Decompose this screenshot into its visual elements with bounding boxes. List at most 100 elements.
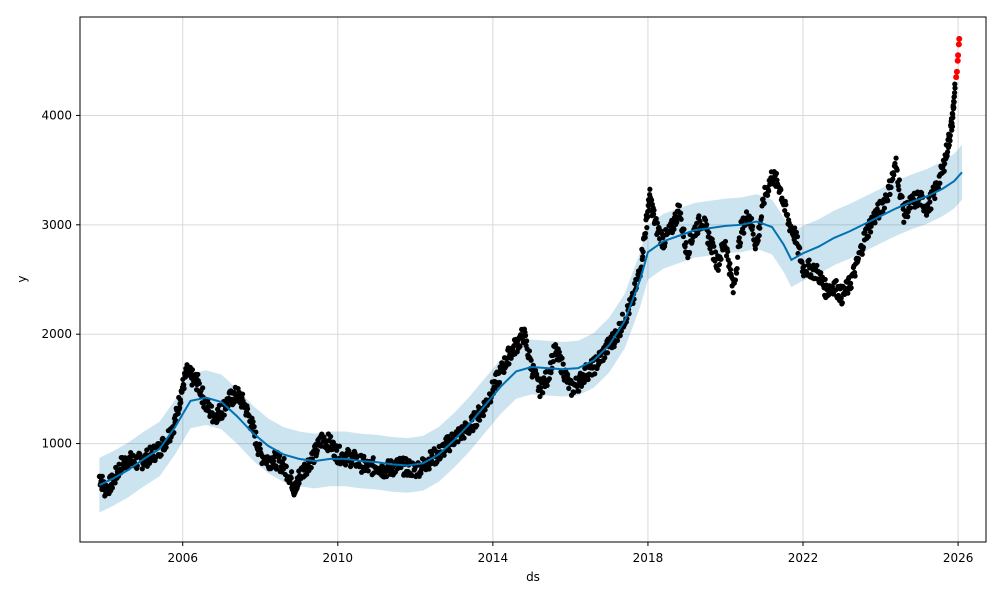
- observed-point: [806, 257, 812, 263]
- observed-point: [774, 177, 780, 183]
- observed-point: [950, 115, 956, 121]
- observed-point: [848, 285, 854, 291]
- observed-point: [748, 215, 755, 222]
- observed-point: [508, 355, 514, 361]
- observed-point: [944, 149, 951, 155]
- observed-point: [660, 235, 666, 241]
- observed-point: [581, 379, 587, 386]
- observed-point: [283, 463, 289, 470]
- observed-point: [952, 85, 958, 91]
- observed-point: [112, 480, 118, 486]
- observed-point: [644, 225, 650, 231]
- observed-point: [619, 311, 626, 317]
- observed-point: [682, 244, 688, 250]
- observed-point: [860, 244, 866, 250]
- observed-point: [321, 434, 327, 440]
- observed-point: [801, 263, 807, 269]
- observed-point: [734, 265, 740, 272]
- observed-point: [797, 245, 803, 251]
- observed-point: [872, 220, 878, 226]
- observed-point: [901, 219, 907, 225]
- observed-point: [296, 480, 302, 486]
- x-tick-label: 2006: [167, 551, 198, 565]
- observed-point: [548, 370, 554, 376]
- observed-point: [674, 219, 680, 225]
- observed-point: [737, 240, 744, 246]
- observed-point: [560, 361, 566, 367]
- observed-point: [176, 405, 183, 411]
- observed-point: [773, 170, 780, 177]
- observed-point: [718, 256, 724, 262]
- observed-point: [648, 197, 655, 203]
- observed-point: [761, 200, 767, 207]
- observed-point: [617, 332, 623, 339]
- observed-point: [838, 295, 844, 301]
- observed-point: [602, 355, 608, 361]
- observed-points: [96, 81, 958, 499]
- observed-point: [778, 187, 784, 193]
- observed-point: [696, 213, 702, 219]
- observed-point: [706, 229, 712, 236]
- observed-point: [470, 428, 476, 434]
- observed-point: [426, 466, 432, 472]
- observed-point: [723, 253, 730, 259]
- x-tick-label: 2018: [633, 551, 664, 565]
- observed-point: [757, 225, 763, 231]
- observed-point: [195, 371, 201, 378]
- observed-point: [951, 99, 957, 105]
- observed-point: [722, 238, 729, 245]
- observed-point: [704, 221, 710, 228]
- observed-point: [727, 266, 734, 273]
- observed-point: [314, 448, 320, 454]
- observed-point: [756, 232, 762, 239]
- observed-point: [528, 357, 534, 363]
- observed-point: [496, 379, 503, 386]
- observed-point: [116, 461, 122, 467]
- observed-point: [890, 176, 896, 182]
- observed-point: [859, 251, 865, 257]
- observed-point: [365, 468, 371, 474]
- observed-point: [632, 280, 638, 287]
- observed-point: [792, 225, 798, 231]
- observed-point: [818, 270, 824, 276]
- observed-point: [146, 460, 153, 466]
- observed-point: [288, 475, 294, 481]
- observed-point: [681, 226, 687, 232]
- observed-point: [651, 211, 657, 217]
- observed-point: [585, 376, 591, 383]
- observed-point: [251, 424, 257, 430]
- observed-point: [328, 433, 334, 440]
- observed-point: [654, 220, 660, 226]
- observed-point: [947, 138, 953, 144]
- observed-point: [437, 455, 443, 461]
- observed-point: [189, 367, 196, 373]
- observed-point: [546, 376, 552, 382]
- observed-point: [288, 469, 295, 475]
- observed-point: [158, 452, 164, 458]
- observed-point: [178, 399, 184, 406]
- observed-point: [559, 355, 565, 361]
- observed-point: [239, 391, 246, 397]
- observed-point: [505, 345, 511, 351]
- observed-point: [474, 422, 480, 428]
- observed-point: [501, 369, 507, 376]
- observed-point: [466, 430, 472, 436]
- observed-point: [642, 230, 649, 237]
- observed-point: [702, 217, 709, 223]
- observed-point: [537, 393, 543, 400]
- observed-point: [822, 276, 828, 283]
- observed-point: [725, 248, 731, 255]
- observed-point: [109, 485, 115, 491]
- observed-point: [928, 206, 934, 212]
- observed-point: [941, 168, 947, 174]
- observed-point: [784, 211, 791, 218]
- observed-point: [334, 447, 340, 453]
- observed-point: [566, 385, 572, 391]
- observed-point: [867, 229, 874, 235]
- highlight-point: [956, 35, 963, 42]
- y-tick-label: 4000: [41, 108, 72, 122]
- observed-point: [342, 462, 349, 468]
- observed-point: [942, 161, 948, 167]
- observed-point: [244, 406, 251, 412]
- observed-point: [752, 246, 758, 252]
